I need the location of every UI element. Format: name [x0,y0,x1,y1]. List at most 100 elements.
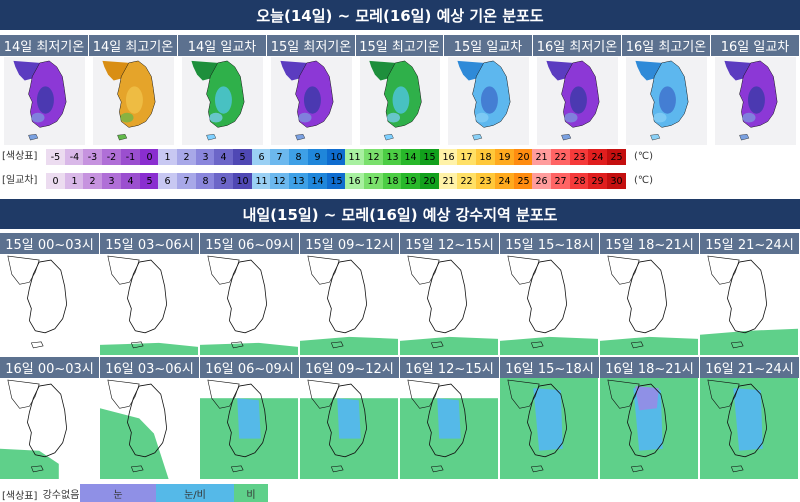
legend-cell: 0 [140,149,159,165]
precipitation-panel-title: 16일 03~06시 [100,357,199,378]
precipitation-map-panel [300,254,398,355]
temperature-map-panel [626,57,707,145]
legend-cell: 4 [121,173,140,189]
precipitation-map-panel [0,254,98,355]
precipitation-map-panel [100,378,198,479]
precipitation-panel-title: 16일 06~09시 [200,357,299,378]
precipitation-panel-title: 15일 15~18시 [500,233,599,254]
temperature-panel-title: 14일 최고기온 [89,35,177,56]
range-color-legend: [일교차] 0 1 2 3 4 5 6 7 8 9 10 11 12 13 14 15 16 17 18 19 20 21… [0,171,640,191]
legend-cell: 17 [457,149,476,165]
precipitation-map-panel [0,378,98,479]
legend-cell: 19 [495,149,514,165]
legend-cell: 12 [270,173,289,189]
legend-cell: 14 [308,173,327,189]
legend-cell: 8 [196,173,215,189]
legend-cell: 18 [476,149,495,165]
legend-cell: 18 [383,173,402,189]
legend-cell: 8 [289,149,308,165]
legend-cell: 28 [570,173,589,189]
precipitation-map-panel [600,378,698,479]
temperature-map-panel [93,57,174,145]
legend-cell: 1 [65,173,84,189]
legend-cell: 10 [327,149,346,165]
temperature-panel-title: 16일 최저기온 [533,35,621,56]
legend-cell: -1 [121,149,140,165]
precipitation-map-panel [200,254,298,355]
precipitation-panel-title: 15일 18~21시 [600,233,699,254]
legend-cell: 16 [439,149,458,165]
precipitation-panel-title: 15일 03~06시 [100,233,199,254]
precipitation-panel-title: 16일 09~12시 [300,357,399,378]
temperature-panel-title: 14일 최저기온 [0,35,88,56]
legend-cell: 21 [532,149,551,165]
precipitation-panel-title: 15일 06~09시 [200,233,299,254]
legend-cell: 14 [401,149,420,165]
legend-cell: 13 [383,149,402,165]
legend-cell: 12 [364,149,383,165]
legend-cell: 6 [252,149,271,165]
temperature-map-panel [182,57,263,145]
legend-cell: 25 [514,173,533,189]
legend-cell: 19 [401,173,420,189]
precipitation-map-panel [700,254,798,355]
legend-cell: 23 [570,149,589,165]
precipitation-legend-item: 눈 [80,484,156,502]
range-legend-unit: (℃) [634,175,654,186]
legend-cell: 29 [588,173,607,189]
precipitation-legend-item: 비 [234,484,268,502]
precipitation-legend-label: [색상표] [2,491,38,502]
legend-cell: 1 [158,149,177,165]
temperature-map-panel [360,57,440,145]
precipitation-panel-title: 15일 00~03시 [0,233,99,254]
precipitation-legend-item: 강수없음 [42,484,80,502]
temperature-panel-title: 16일 일교차 [711,35,799,56]
legend-cell: 3 [196,149,215,165]
precipitation-map-panel [300,378,398,479]
legend-cell: 10 [233,173,252,189]
legend-cell: 16 [345,173,364,189]
legend-cell: 0 [46,173,65,189]
legend-cell: 20 [420,173,439,189]
precipitation-map-panel [400,378,498,479]
precipitation-map-panel [400,254,498,355]
legend-cell: 21 [439,173,458,189]
precipitation-panel-title: 16일 15~18시 [500,357,599,378]
legend-cell: 5 [140,173,159,189]
precipitation-map-panel [200,378,298,479]
precipitation-panel-title: 15일 09~12시 [300,233,399,254]
temperature-map-panel [715,57,796,145]
legend-cell: 13 [289,173,308,189]
legend-cell: 24 [495,173,514,189]
legend-cell: 24 [588,149,607,165]
precipitation-map-panel [500,378,598,479]
temperature-map-panel [537,57,618,145]
precipitation-map-panel [500,254,598,355]
legend-cell: 11 [252,173,271,189]
legend-cell: 26 [532,173,551,189]
temperature-panel-title: 15일 최고기온 [356,35,443,56]
legend-cell: 20 [514,149,533,165]
legend-cell: 25 [607,149,626,165]
precipitation-panel-title: 16일 00~03시 [0,357,99,378]
temperature-map-panel [271,57,352,145]
legend-cell: 17 [364,173,383,189]
precipitation-panel-title: 16일 18~21시 [600,357,699,378]
legend-cell: 3 [102,173,121,189]
legend-cell: 23 [476,173,495,189]
temperature-panel-title: 16일 최고기온 [622,35,710,56]
temperature-panel-title: 15일 일교차 [444,35,532,56]
legend-cell: 9 [214,173,233,189]
temperature-map-panel [448,57,529,145]
temperature-map-panel [4,57,85,145]
precipitation-panel-title: 16일 21~24시 [700,357,799,378]
legend-cell: 2 [177,149,196,165]
legend-cell: 11 [345,149,364,165]
temperature-legend-label: [색상표] [2,151,38,162]
legend-cell: 5 [233,149,252,165]
legend-cell: 22 [551,149,570,165]
legend-cell: 15 [327,173,346,189]
legend-cell: 6 [158,173,177,189]
legend-cell: 4 [214,149,233,165]
precipitation-section-title: 내일(15일) ~ 모레(16일) 예상 강수지역 분포도 [0,199,800,229]
